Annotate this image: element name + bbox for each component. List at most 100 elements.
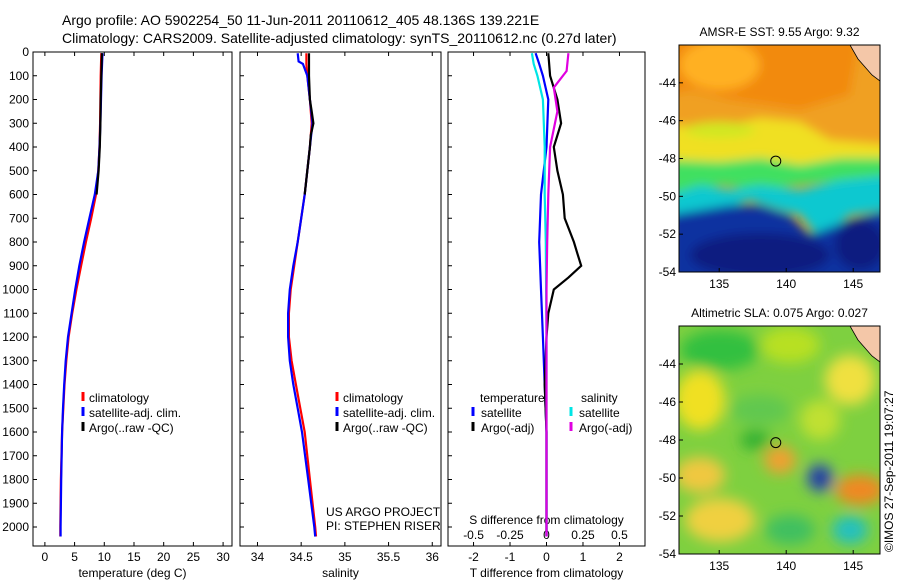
map-title: Altimetric SLA: 0.075 Argo: 0.027 — [691, 306, 868, 320]
x-tick-label: 5 — [71, 550, 78, 564]
map-region — [679, 176, 880, 240]
legend-title: salinity — [581, 391, 618, 405]
y-tick-label: -48 — [659, 152, 677, 166]
map-region — [679, 457, 725, 493]
x-tick-label: 15 — [127, 550, 141, 564]
map-field — [679, 45, 880, 272]
legend-entry: climatology — [343, 391, 403, 405]
y-tick-label: 1200 — [2, 330, 29, 344]
sla-map: Altimetric SLA: 0.075 Argo: 0.027 135 140 1… — [659, 306, 881, 573]
y-tick-label: 400 — [9, 140, 29, 154]
map-region — [685, 498, 755, 542]
y-tick-label: 1600 — [2, 425, 29, 439]
y-tick-label: 800 — [9, 235, 29, 249]
map-region — [800, 400, 840, 440]
x-tick-label: 35 — [338, 550, 352, 564]
y-tick-label: 1100 — [3, 306, 29, 320]
legend-entry: climatology — [89, 391, 149, 405]
x-axis-label: temperature (deg C) — [78, 566, 186, 580]
y-tick-label: 1300 — [2, 354, 29, 368]
difference-profile: -2 -1 0 1 2 T difference from climatology -0.5… — [447, 51, 646, 580]
y-tick-label: 1900 — [2, 496, 29, 510]
y-tick-label: 1000 — [2, 283, 29, 297]
x-tick-label: 145 — [843, 277, 863, 291]
x-tick-label: 10 — [98, 550, 112, 564]
y-tick-label: 1700 — [2, 449, 29, 463]
x-tick-label: 34.5 — [289, 550, 313, 564]
annotation-text: PI: STEPHEN RISER — [326, 519, 441, 533]
map-region — [690, 233, 830, 272]
y-tick-label: 2000 — [2, 520, 29, 534]
y-tick-label: -50 — [659, 189, 677, 203]
y-tick-label: 1400 — [2, 378, 29, 392]
x-tick-label: 36 — [426, 550, 440, 564]
annotation-text: US ARGO PROJECT — [326, 505, 441, 519]
y-tick-label: -54 — [659, 547, 677, 561]
x2-tick-label: 0.25 — [571, 528, 595, 542]
y-tick-label: -54 — [659, 265, 677, 279]
map-title: AMSR-E SST: 9.55 Argo: 9.32 — [699, 25, 859, 39]
argo-position-marker — [770, 437, 782, 449]
map-region — [765, 515, 815, 545]
y-tick-label: 0 — [22, 45, 29, 59]
plot-frame — [32, 51, 233, 547]
map-region — [832, 516, 868, 544]
x2-tick-label: 0.5 — [611, 528, 628, 542]
map-blobs — [679, 327, 880, 545]
legend-entry: Argo(-adj) — [481, 421, 534, 435]
x-tick-label: -1 — [505, 550, 516, 564]
y-tick-label: -52 — [659, 509, 677, 523]
map-region — [730, 395, 790, 425]
y-tick-label: -50 — [659, 471, 677, 485]
x-tick-label: 140 — [776, 559, 796, 573]
y-tick-label: -52 — [659, 227, 677, 241]
map-region — [679, 158, 880, 198]
y-tick-label: 500 — [9, 164, 29, 178]
y-tick-label: -48 — [659, 433, 677, 447]
legend-title: temperature — [480, 391, 545, 405]
series-line — [95, 53, 103, 195]
y-tick-label: -44 — [659, 357, 677, 371]
legend-entry: satellite — [579, 406, 620, 420]
x-tick-label: 30 — [216, 550, 230, 564]
y-tick-label: -44 — [659, 76, 677, 90]
sst-map: AMSR-E SST: 9.55 Argo: 9.32 135 140 145 -44 -… — [659, 25, 881, 291]
x-tick-label: 25 — [187, 550, 201, 564]
argo-position-marker — [770, 155, 782, 167]
plot-frame — [239, 51, 442, 547]
legend-entry: Argo(..raw -QC) — [89, 421, 174, 435]
legend-entry: satellite-adj. clim. — [343, 406, 435, 420]
x-tick-label: 145 — [843, 559, 863, 573]
map-region — [825, 355, 875, 405]
y-tick-label: -46 — [659, 114, 677, 128]
y-tick-label: 1800 — [2, 473, 29, 487]
y-tick-label: 100 — [9, 69, 29, 83]
y-tick-label: 700 — [9, 211, 29, 225]
map-region — [679, 370, 725, 430]
land-mass — [849, 326, 880, 363]
map-region — [835, 475, 880, 505]
map-region — [680, 330, 760, 370]
salinity-profile: 34 34.5 35 35.5 36 salinity climatologysatelli… — [239, 51, 442, 580]
chart-title-line2: Climatology: CARS2009. Satellite-adjuste… — [62, 30, 617, 46]
x-tick-label: 140 — [776, 277, 796, 291]
x-tick-label: 20 — [157, 550, 171, 564]
y-tick-label: 1500 — [2, 401, 29, 415]
x2-tick-label: -0.5 — [463, 528, 484, 542]
x-axis-label: salinity — [322, 566, 359, 580]
map-region — [685, 122, 755, 138]
map-region — [760, 327, 820, 363]
y-tick-label: 900 — [9, 259, 29, 273]
x-tick-label: -2 — [468, 550, 479, 564]
chart-title-line1: Argo profile: AO 5902254_50 11-Jun-2011 … — [62, 12, 540, 28]
legend-entry: satellite-adj. clim. — [89, 406, 181, 420]
map-region — [814, 470, 826, 486]
map-region — [764, 446, 796, 474]
x-tick-label: 0 — [543, 550, 550, 564]
x-tick-label: 2 — [616, 550, 623, 564]
map-region — [740, 430, 770, 450]
map-region — [835, 220, 880, 270]
x-tick-label: 1 — [580, 550, 587, 564]
map-region — [680, 45, 760, 90]
